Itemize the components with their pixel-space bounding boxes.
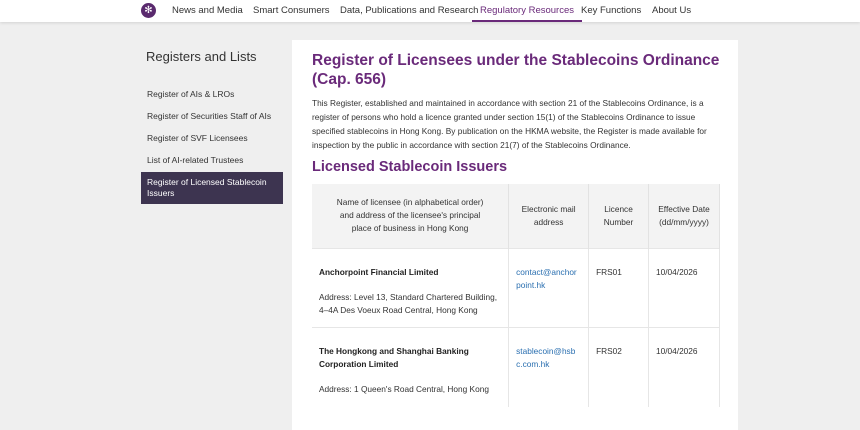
licensee-address: Address: Level 13, Standard Chartered Bu…: [319, 291, 498, 315]
sidebar-item-ai-trustees[interactable]: List of AI-related Trustees: [147, 155, 244, 165]
nav-regulatory-resources[interactable]: Regulatory Resources: [472, 0, 582, 22]
email-link[interactable]: contact@anchorpoint.hk: [516, 266, 577, 290]
nav-key-functions[interactable]: Key Functions: [581, 5, 642, 16]
header-email: Electronic mail address: [508, 184, 590, 248]
section-title: Licensed Stablecoin Issuers: [312, 159, 508, 175]
licensee-name: Anchorpoint Financial Limited: [319, 266, 439, 277]
email-cell: contact@anchorpoint.hk: [508, 247, 590, 327]
effective-date: 10/04/2026: [648, 247, 720, 327]
licensee-address: Address: 1 Queen's Road Central, Hong Ko…: [319, 383, 489, 394]
table-row: Anchorpoint Financial Limited Address: Le…: [312, 247, 720, 327]
email-cell: stablecoin@hsbc.com.hk: [508, 326, 590, 407]
licensee-cell: The Hongkong and Shanghai Banking Corpor…: [312, 326, 510, 407]
header-licence: Licence Number: [588, 184, 649, 248]
licensee-name: The Hongkong and Shanghai Banking Corpor…: [319, 345, 469, 369]
licensee-cell: Anchorpoint Financial Limited Address: Le…: [312, 247, 510, 327]
nav-about-us[interactable]: About Us: [652, 5, 692, 16]
nav-news-and-media[interactable]: News and Media: [172, 5, 243, 16]
main-content: Register of Licensees under the Stableco…: [292, 40, 738, 430]
licence-number: FRS01: [588, 247, 649, 327]
page-title: Register of Licensees under the Stableco…: [312, 52, 720, 88]
table-row: The Hongkong and Shanghai Banking Corpor…: [312, 326, 720, 407]
effective-date: 10/04/2026: [648, 326, 720, 407]
sidebar-item-securities-staff[interactable]: Register of Securities Staff of AIs: [147, 111, 272, 121]
licensee-table: Name of licensee (in alphabetical order)…: [312, 184, 720, 407]
licence-number: FRS02: [588, 326, 649, 407]
nav-smart-consumers[interactable]: Smart Consumers: [253, 5, 330, 16]
email-link[interactable]: stablecoin@hsbc.com.hk: [516, 345, 576, 369]
sidebar-title: Registers and Lists: [146, 49, 257, 64]
hkma-logo-icon[interactable]: ✻: [141, 3, 156, 18]
sidebar-item-ais-lros[interactable]: Register of AIs & LROs: [147, 89, 235, 99]
sidebar-item-stablecoin-issuers[interactable]: Register of Licensed Stablecoin Issuers: [141, 172, 283, 204]
intro-paragraph: This Register, established and maintaine…: [312, 98, 707, 150]
top-navigation: ✻ News and Media Smart Consumers Data, P…: [0, 0, 860, 22]
nav-data-publications[interactable]: Data, Publications and Research: [340, 5, 479, 16]
header-name: Name of licensee (in alphabetical order)…: [312, 184, 510, 248]
header-date: Effective Date (dd/mm/yyyy): [648, 184, 720, 248]
sidebar-item-svf-licensees[interactable]: Register of SVF Licensees: [147, 133, 248, 143]
table-header-row: Name of licensee (in alphabetical order)…: [312, 184, 720, 248]
